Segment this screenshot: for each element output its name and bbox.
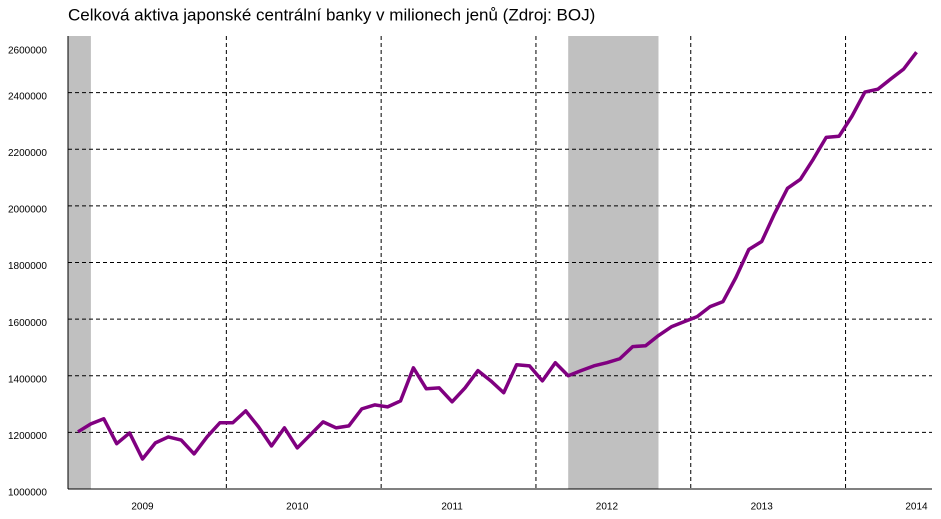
x-tick-label: 2011 (441, 502, 463, 513)
y-tick-label: 1800000 (8, 261, 47, 272)
y-tick-label: 1000000 (8, 488, 47, 499)
x-tick-label: 2014 (905, 502, 928, 513)
y-tick-label: 1200000 (8, 431, 47, 442)
chart-title: Celková aktiva japonské centrální banky … (68, 5, 595, 24)
data-line (77, 51, 918, 461)
y-tick-label: 2000000 (8, 205, 47, 216)
y-tick-label: 2200000 (8, 148, 47, 159)
x-tick-label: 2009 (131, 502, 154, 513)
x-tick-label: 2013 (751, 502, 774, 513)
x-tick-label: 2010 (286, 502, 309, 513)
y-tick-label: 1400000 (8, 374, 47, 385)
x-tick-label: 2012 (596, 502, 619, 513)
y-tick-label: 1600000 (8, 318, 47, 329)
y-tick-label: 2600000 (8, 46, 47, 57)
y-tick-label: 2400000 (8, 91, 47, 102)
